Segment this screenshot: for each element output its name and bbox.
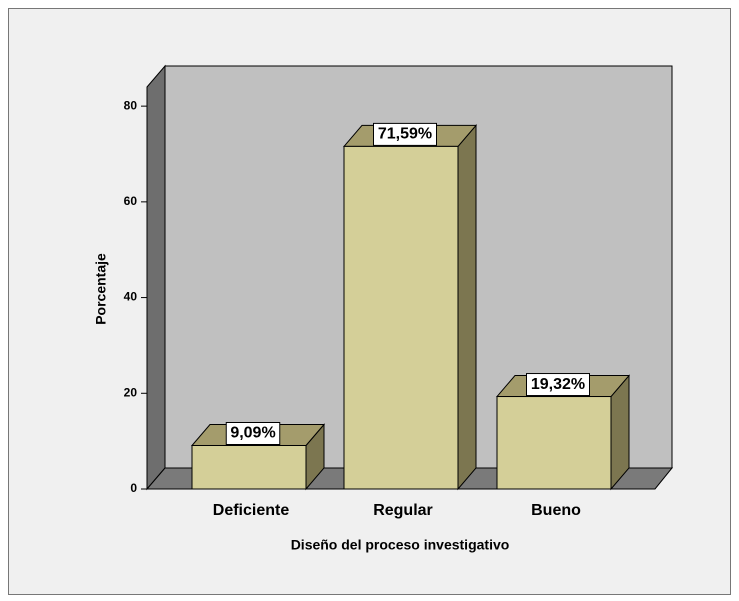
- bar: [343, 145, 459, 490]
- bar: [191, 444, 307, 490]
- x-tick-label: Regular: [373, 502, 433, 519]
- x-axis-title: Diseño del proceso investigativo: [291, 537, 510, 553]
- y-tick-label: 40: [124, 290, 138, 304]
- y-tick-label: 20: [124, 385, 138, 399]
- value-label: 71,59%: [378, 126, 432, 143]
- value-label: 19,32%: [531, 376, 585, 393]
- value-label-box: [373, 122, 437, 146]
- y-tick-label: 60: [124, 194, 138, 208]
- y-axis-title: Porcentaje: [93, 253, 109, 325]
- value-label-box: [526, 373, 590, 397]
- value-label-box: [225, 421, 281, 445]
- x-tick-label: Bueno: [531, 502, 581, 519]
- bar-side: [457, 124, 477, 491]
- y-tick-label: 80: [124, 98, 138, 112]
- value-label: 9,09%: [230, 425, 275, 442]
- y-tick-label: 0: [130, 481, 137, 495]
- x-tick-label: Deficiente: [213, 502, 290, 519]
- side-wall: [146, 64, 166, 491]
- bar: [496, 396, 612, 490]
